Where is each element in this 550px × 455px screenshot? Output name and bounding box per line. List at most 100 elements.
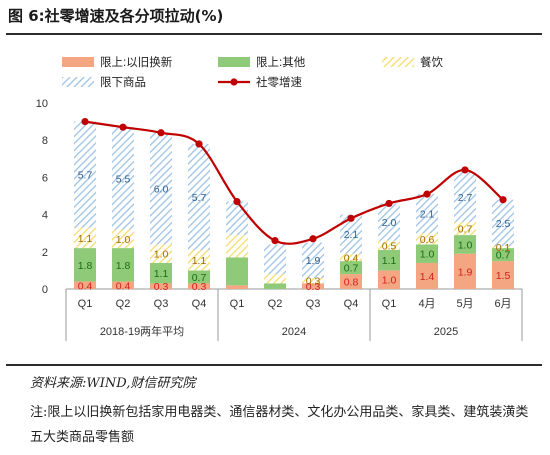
bar-catering bbox=[112, 229, 134, 249]
growth-point bbox=[423, 190, 431, 198]
bar-catering bbox=[416, 233, 438, 245]
data-label-below: 2.1 bbox=[344, 229, 359, 241]
data-label-below: 5.5 bbox=[116, 173, 131, 185]
data-label-trade_in: 0.3 bbox=[306, 281, 321, 293]
growth-point bbox=[461, 166, 469, 174]
data-label-layer: 0.41.81.15.70.41.81.05.50.31.11.06.00.30… bbox=[78, 170, 511, 294]
data-label-trade_in: 1.4 bbox=[420, 271, 435, 283]
bar-below bbox=[340, 214, 362, 254]
data-label-trade_in: 1.9 bbox=[458, 266, 473, 278]
bar-layer bbox=[74, 121, 514, 289]
bar-other bbox=[416, 244, 438, 263]
x-tick-label: Q4 bbox=[192, 298, 207, 310]
legend-label: 社零增速 bbox=[256, 75, 302, 89]
growth-point bbox=[233, 197, 241, 206]
legend-swatch-point bbox=[230, 78, 238, 86]
data-label-catering: 0.3 bbox=[306, 276, 321, 288]
bar-below bbox=[74, 121, 96, 228]
bar-other bbox=[340, 261, 362, 275]
growth-point bbox=[499, 196, 507, 204]
bar-catering bbox=[150, 244, 172, 263]
x-tick-label: Q1 bbox=[382, 298, 397, 310]
bar-below bbox=[264, 244, 286, 275]
y-tick-label: 0 bbox=[42, 284, 48, 296]
data-label-other: 1.1 bbox=[382, 255, 397, 267]
data-label-catering: 0.1 bbox=[496, 242, 511, 254]
source-text: 资料来源:WIND,财信研究院 bbox=[30, 376, 196, 391]
growth-point bbox=[347, 214, 355, 222]
legend-label: 餐饮 bbox=[420, 55, 443, 69]
data-label-trade_in: 0.8 bbox=[344, 277, 359, 289]
x-tick-label: Q4 bbox=[344, 298, 359, 310]
x-tick-label: Q2 bbox=[116, 298, 131, 310]
bar-below bbox=[150, 132, 172, 245]
growth-line bbox=[84, 120, 504, 245]
data-label-catering: 0.6 bbox=[420, 234, 435, 246]
chart-axes: 0 2 4 6 8 10 Q1 Q2 Q3 Q4 Q1 Q2 Q3 Q4 Q1 4月 5月 6月 2018-19两年… bbox=[36, 98, 523, 341]
bar-trade_in bbox=[150, 283, 172, 289]
legend-label: 限下商品 bbox=[100, 75, 146, 89]
growth-point bbox=[81, 118, 89, 126]
data-label-other: 1.8 bbox=[116, 260, 131, 272]
bar-trade_in bbox=[492, 261, 514, 289]
x-tick-label: Q3 bbox=[306, 298, 321, 310]
figure-title: 图 6:社零增速及各分项拉动(%) bbox=[8, 7, 224, 25]
data-label-other: 1.8 bbox=[78, 260, 93, 272]
y-tick-label: 10 bbox=[36, 98, 48, 110]
x-tick-label: 4月 bbox=[418, 298, 435, 310]
bar-catering bbox=[226, 235, 248, 258]
data-label-below: 5.7 bbox=[192, 192, 207, 204]
bar-catering bbox=[74, 227, 96, 249]
bar-below bbox=[188, 143, 210, 250]
y-tick-label: 2 bbox=[42, 247, 48, 259]
bar-trade_in bbox=[74, 281, 96, 289]
bar-below bbox=[454, 171, 476, 223]
source-rule bbox=[6, 364, 542, 366]
bar-trade_in bbox=[416, 262, 438, 289]
data-label-catering: 1.0 bbox=[116, 234, 131, 246]
data-label-other: 1.1 bbox=[154, 268, 169, 280]
growth-point bbox=[271, 237, 279, 245]
data-label-trade_in: 0.3 bbox=[154, 281, 169, 293]
growth-point bbox=[195, 140, 203, 148]
data-label-catering: 1.0 bbox=[154, 249, 169, 261]
data-label-below: 2.1 bbox=[420, 209, 435, 221]
bar-below bbox=[112, 127, 134, 230]
bar-catering bbox=[264, 274, 286, 284]
data-label-other: 1.0 bbox=[458, 239, 473, 251]
data-label-other: 0.7 bbox=[192, 272, 207, 284]
data-label-below: 2.7 bbox=[458, 192, 473, 204]
bar-catering bbox=[340, 253, 362, 262]
x-tick-label: 6月 bbox=[494, 298, 511, 310]
bar-trade_in bbox=[112, 281, 134, 289]
x-tick-label: Q3 bbox=[154, 298, 169, 310]
bar-catering bbox=[454, 222, 476, 236]
data-label-trade_in: 0.3 bbox=[192, 281, 207, 293]
growth-line-layer bbox=[81, 118, 507, 245]
group-label: 2018-19两年平均 bbox=[100, 324, 184, 338]
legend-label: 限上:以旧换新 bbox=[100, 55, 173, 69]
legend-swatch-below bbox=[62, 77, 94, 87]
bar-trade_in bbox=[226, 285, 248, 289]
bar-other bbox=[150, 262, 172, 284]
group-label: 2025 bbox=[434, 326, 458, 338]
bar-other bbox=[112, 248, 134, 282]
legend-swatch-trade_in bbox=[62, 57, 94, 67]
bar-below bbox=[226, 201, 248, 236]
growth-point bbox=[309, 235, 317, 243]
data-label-catering: 1.1 bbox=[78, 233, 93, 245]
data-label-catering: 0.5 bbox=[382, 240, 397, 252]
bar-other bbox=[188, 270, 210, 284]
legend-swatch-catering bbox=[382, 57, 414, 67]
y-tick-label: 6 bbox=[42, 172, 48, 184]
data-label-below: 1.9 bbox=[306, 255, 321, 267]
bar-other bbox=[378, 249, 400, 271]
bar-other bbox=[74, 248, 96, 282]
data-label-below: 5.7 bbox=[78, 170, 93, 182]
bar-other bbox=[226, 257, 248, 286]
bar-other bbox=[264, 283, 286, 289]
data-label-catering: 0.4 bbox=[344, 252, 359, 264]
data-label-trade_in: 1.5 bbox=[496, 270, 511, 282]
